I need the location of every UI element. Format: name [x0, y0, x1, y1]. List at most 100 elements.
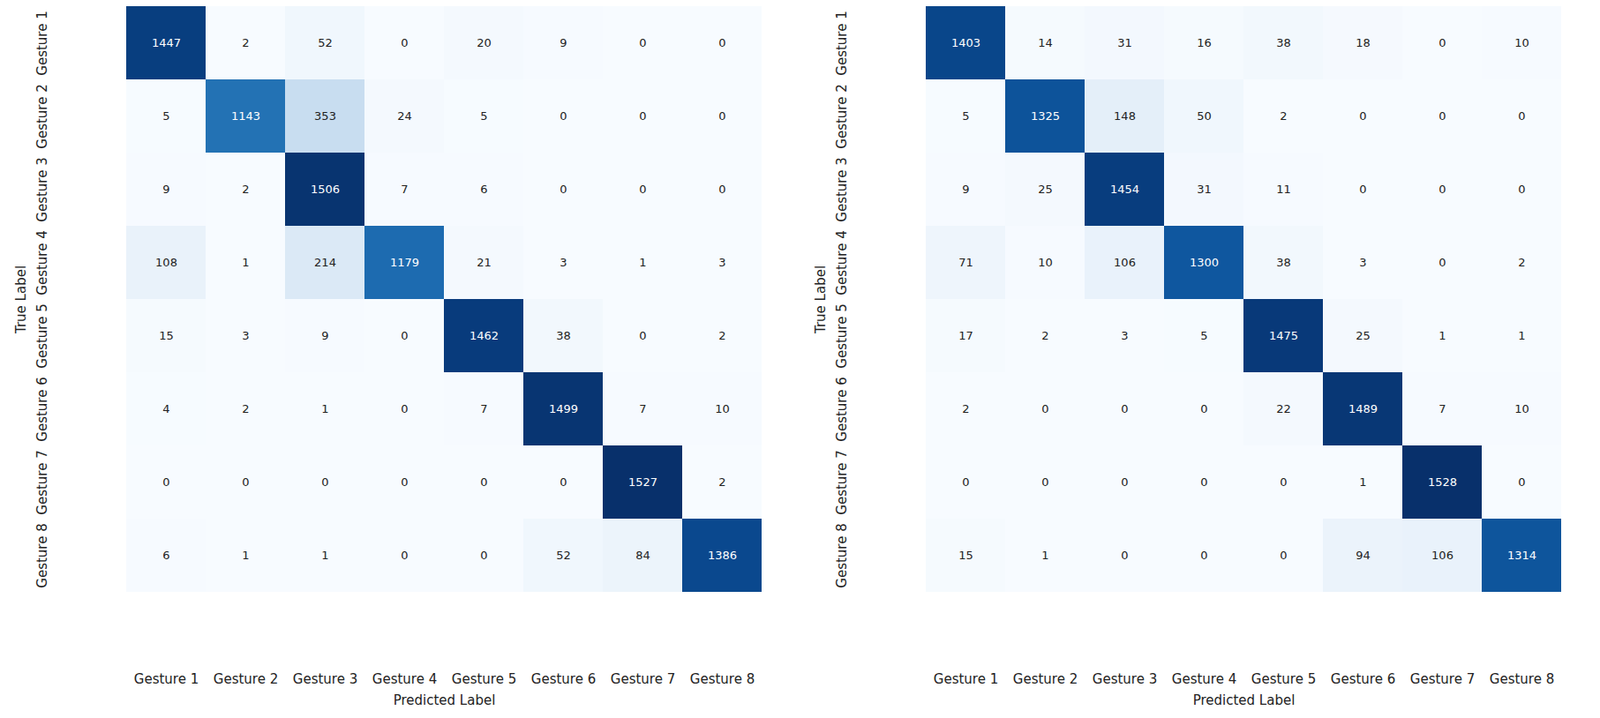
svg-text:6: 6	[480, 182, 488, 196]
svg-text:0: 0	[638, 182, 647, 196]
svg-text:214: 214	[314, 255, 337, 270]
svg-text:1300: 1300	[1189, 255, 1219, 270]
svg-text:0: 0	[718, 109, 726, 123]
svg-text:0: 0	[1438, 255, 1446, 270]
svg-text:0: 0	[638, 329, 647, 343]
svg-text:0: 0	[1438, 109, 1446, 123]
svg-text:Gesture 8: Gesture 8	[690, 671, 755, 688]
svg-text:1489: 1489	[1348, 402, 1378, 416]
svg-text:1386: 1386	[707, 548, 737, 563]
svg-text:0: 0	[1041, 402, 1049, 416]
svg-text:Gesture 2: Gesture 2	[833, 83, 850, 149]
svg-text:1: 1	[1359, 475, 1367, 489]
svg-text:9: 9	[321, 329, 329, 343]
svg-text:1403: 1403	[951, 36, 981, 50]
svg-text:1314: 1314	[1507, 548, 1537, 563]
svg-text:Gesture 3: Gesture 3	[34, 157, 51, 222]
svg-text:Predicted Label: Predicted Label	[1193, 692, 1296, 709]
svg-text:0: 0	[1200, 548, 1208, 563]
svg-text:1462: 1462	[469, 329, 499, 343]
svg-text:2: 2	[241, 36, 249, 50]
svg-text:3: 3	[1120, 329, 1128, 343]
svg-text:1454: 1454	[1110, 182, 1140, 196]
svg-text:0: 0	[400, 402, 408, 416]
svg-text:1: 1	[321, 402, 329, 416]
svg-text:0: 0	[559, 475, 567, 489]
svg-text:108: 108	[155, 255, 178, 270]
svg-text:Predicted Label: Predicted Label	[393, 692, 496, 709]
svg-text:106: 106	[1431, 548, 1454, 563]
svg-text:10: 10	[1037, 255, 1053, 270]
svg-text:1179: 1179	[390, 255, 420, 270]
svg-text:0: 0	[1041, 475, 1049, 489]
svg-text:2: 2	[1279, 109, 1287, 123]
svg-text:0: 0	[400, 548, 408, 563]
svg-text:2: 2	[718, 475, 726, 489]
svg-text:Gesture 4: Gesture 4	[1171, 671, 1237, 688]
svg-text:16: 16	[1196, 36, 1212, 50]
svg-text:0: 0	[1200, 475, 1208, 489]
svg-text:Gesture 4: Gesture 4	[833, 230, 850, 295]
svg-text:1: 1	[241, 255, 249, 270]
svg-text:2: 2	[1041, 329, 1049, 343]
svg-text:1447: 1447	[151, 36, 181, 50]
svg-text:52: 52	[555, 548, 571, 563]
svg-text:38: 38	[1276, 36, 1292, 50]
svg-text:0: 0	[400, 36, 408, 50]
svg-text:0: 0	[1359, 109, 1367, 123]
svg-text:18: 18	[1355, 36, 1371, 50]
svg-text:71: 71	[958, 255, 974, 270]
svg-text:0: 0	[480, 475, 488, 489]
svg-text:Gesture 6: Gesture 6	[531, 671, 596, 688]
svg-text:0: 0	[1120, 475, 1128, 489]
svg-text:2: 2	[961, 402, 970, 416]
svg-text:38: 38	[1276, 255, 1292, 270]
svg-text:0: 0	[718, 182, 726, 196]
svg-text:Gesture 6: Gesture 6	[833, 376, 850, 442]
svg-text:2: 2	[1517, 255, 1525, 270]
svg-text:Gesture 5: Gesture 5	[34, 303, 51, 369]
svg-text:5: 5	[162, 109, 170, 123]
svg-text:11: 11	[1276, 182, 1292, 196]
svg-text:1: 1	[638, 255, 647, 270]
svg-text:31: 31	[1196, 182, 1212, 196]
svg-text:Gesture 5: Gesture 5	[1251, 671, 1316, 688]
svg-text:50: 50	[1196, 109, 1212, 123]
svg-text:0: 0	[1517, 109, 1525, 123]
svg-text:14: 14	[1037, 36, 1053, 50]
svg-text:2: 2	[718, 329, 726, 343]
svg-text:0: 0	[1120, 548, 1128, 563]
svg-text:6: 6	[162, 548, 170, 563]
svg-text:Gesture 6: Gesture 6	[34, 376, 51, 442]
svg-text:0: 0	[321, 475, 329, 489]
svg-text:15: 15	[158, 329, 174, 343]
svg-text:1527: 1527	[628, 475, 658, 489]
svg-text:10: 10	[1514, 36, 1530, 50]
svg-text:24: 24	[397, 109, 413, 123]
svg-text:3: 3	[718, 255, 726, 270]
svg-text:1: 1	[241, 548, 249, 563]
svg-text:0: 0	[559, 109, 567, 123]
svg-text:1475: 1475	[1269, 329, 1299, 343]
svg-text:Gesture 7: Gesture 7	[34, 450, 51, 515]
svg-text:106: 106	[1113, 255, 1136, 270]
svg-text:Gesture 1: Gesture 1	[933, 671, 999, 688]
svg-text:94: 94	[1355, 548, 1371, 563]
svg-text:Gesture 2: Gesture 2	[1013, 671, 1078, 688]
svg-text:0: 0	[961, 475, 970, 489]
svg-text:0: 0	[638, 36, 647, 50]
svg-text:0: 0	[1438, 36, 1446, 50]
svg-text:84: 84	[635, 548, 651, 563]
svg-text:148: 148	[1113, 109, 1136, 123]
svg-text:17: 17	[958, 329, 974, 343]
svg-text:10: 10	[714, 402, 730, 416]
svg-text:Gesture 8: Gesture 8	[1489, 671, 1555, 688]
svg-text:Gesture 5: Gesture 5	[451, 671, 517, 688]
svg-text:0: 0	[1279, 475, 1287, 489]
svg-text:0: 0	[559, 182, 567, 196]
svg-text:15: 15	[958, 548, 974, 563]
svg-text:Gesture 2: Gesture 2	[213, 671, 278, 688]
svg-text:0: 0	[638, 109, 647, 123]
svg-text:7: 7	[400, 182, 408, 196]
svg-text:Gesture 5: Gesture 5	[833, 303, 850, 369]
